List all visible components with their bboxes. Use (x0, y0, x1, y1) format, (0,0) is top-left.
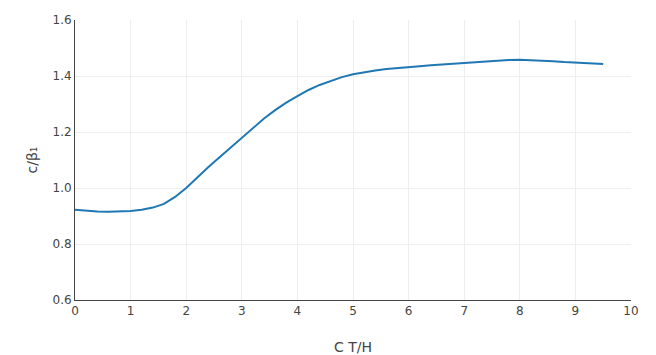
svg-text:1.6: 1.6 (53, 13, 72, 27)
svg-text:1: 1 (127, 304, 135, 318)
svg-text:6: 6 (405, 304, 413, 318)
svg-text:1.2: 1.2 (53, 125, 72, 139)
svg-text:2: 2 (182, 304, 190, 318)
svg-text:3: 3 (238, 304, 246, 318)
svg-text:1.0: 1.0 (53, 181, 72, 195)
svg-text:0: 0 (71, 304, 79, 318)
svg-text:5: 5 (349, 304, 357, 318)
svg-text:C T/H: C T/H (334, 339, 372, 355)
svg-text:7: 7 (460, 304, 468, 318)
svg-text:c/β₁: c/β₁ (24, 147, 40, 174)
svg-text:8: 8 (516, 304, 524, 318)
svg-text:1.4: 1.4 (53, 69, 72, 83)
svg-text:10: 10 (623, 304, 638, 318)
svg-text:9: 9 (572, 304, 580, 318)
svg-text:0.8: 0.8 (53, 237, 72, 251)
svg-text:0.6: 0.6 (53, 293, 72, 307)
svg-text:4: 4 (294, 304, 302, 318)
